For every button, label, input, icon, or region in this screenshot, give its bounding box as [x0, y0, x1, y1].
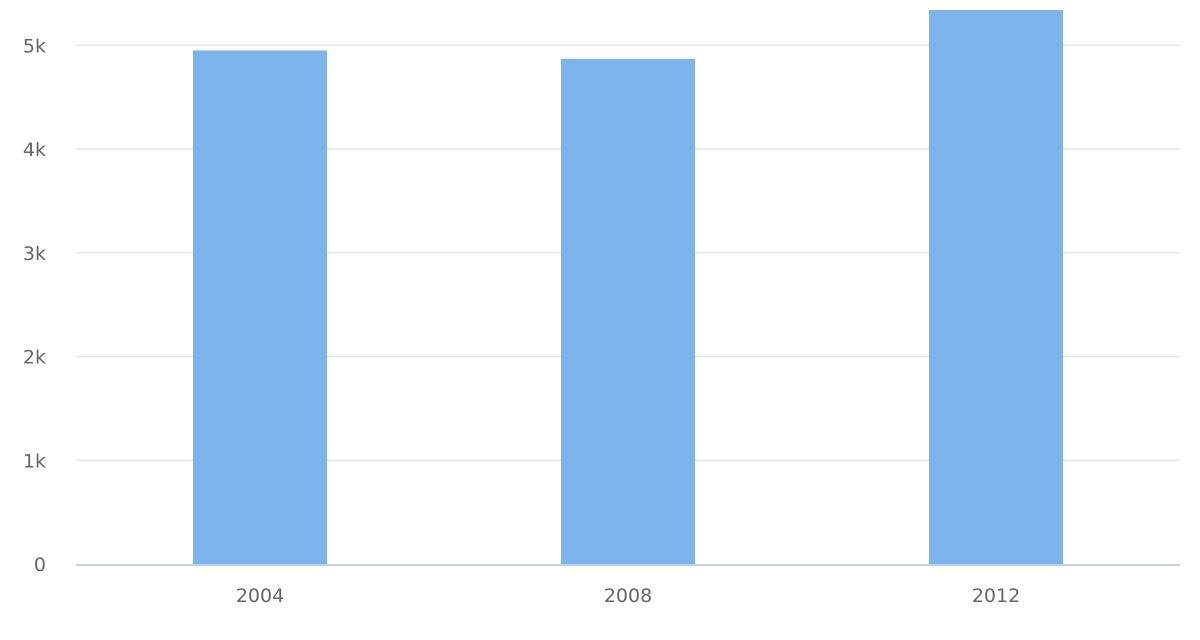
axis-layer: 0 1k 2k 3k 4k 5k 2004 2008 2012	[23, 35, 1180, 607]
y-tick-label: 4k	[23, 139, 46, 161]
y-tick-label: 5k	[23, 35, 46, 57]
bar-2012	[929, 10, 1063, 564]
bar-layer	[193, 10, 1063, 564]
y-tick-label: 3k	[23, 243, 46, 265]
bar-2008	[561, 58, 695, 564]
x-tick-label: 2012	[972, 585, 1020, 607]
y-tick-label: 0	[34, 554, 46, 576]
bar-2004	[193, 50, 327, 564]
y-tick-label: 2k	[23, 347, 46, 369]
x-tick-label: 2008	[604, 585, 652, 607]
y-tick-label: 1k	[23, 450, 46, 472]
x-tick-label: 2004	[236, 585, 284, 607]
